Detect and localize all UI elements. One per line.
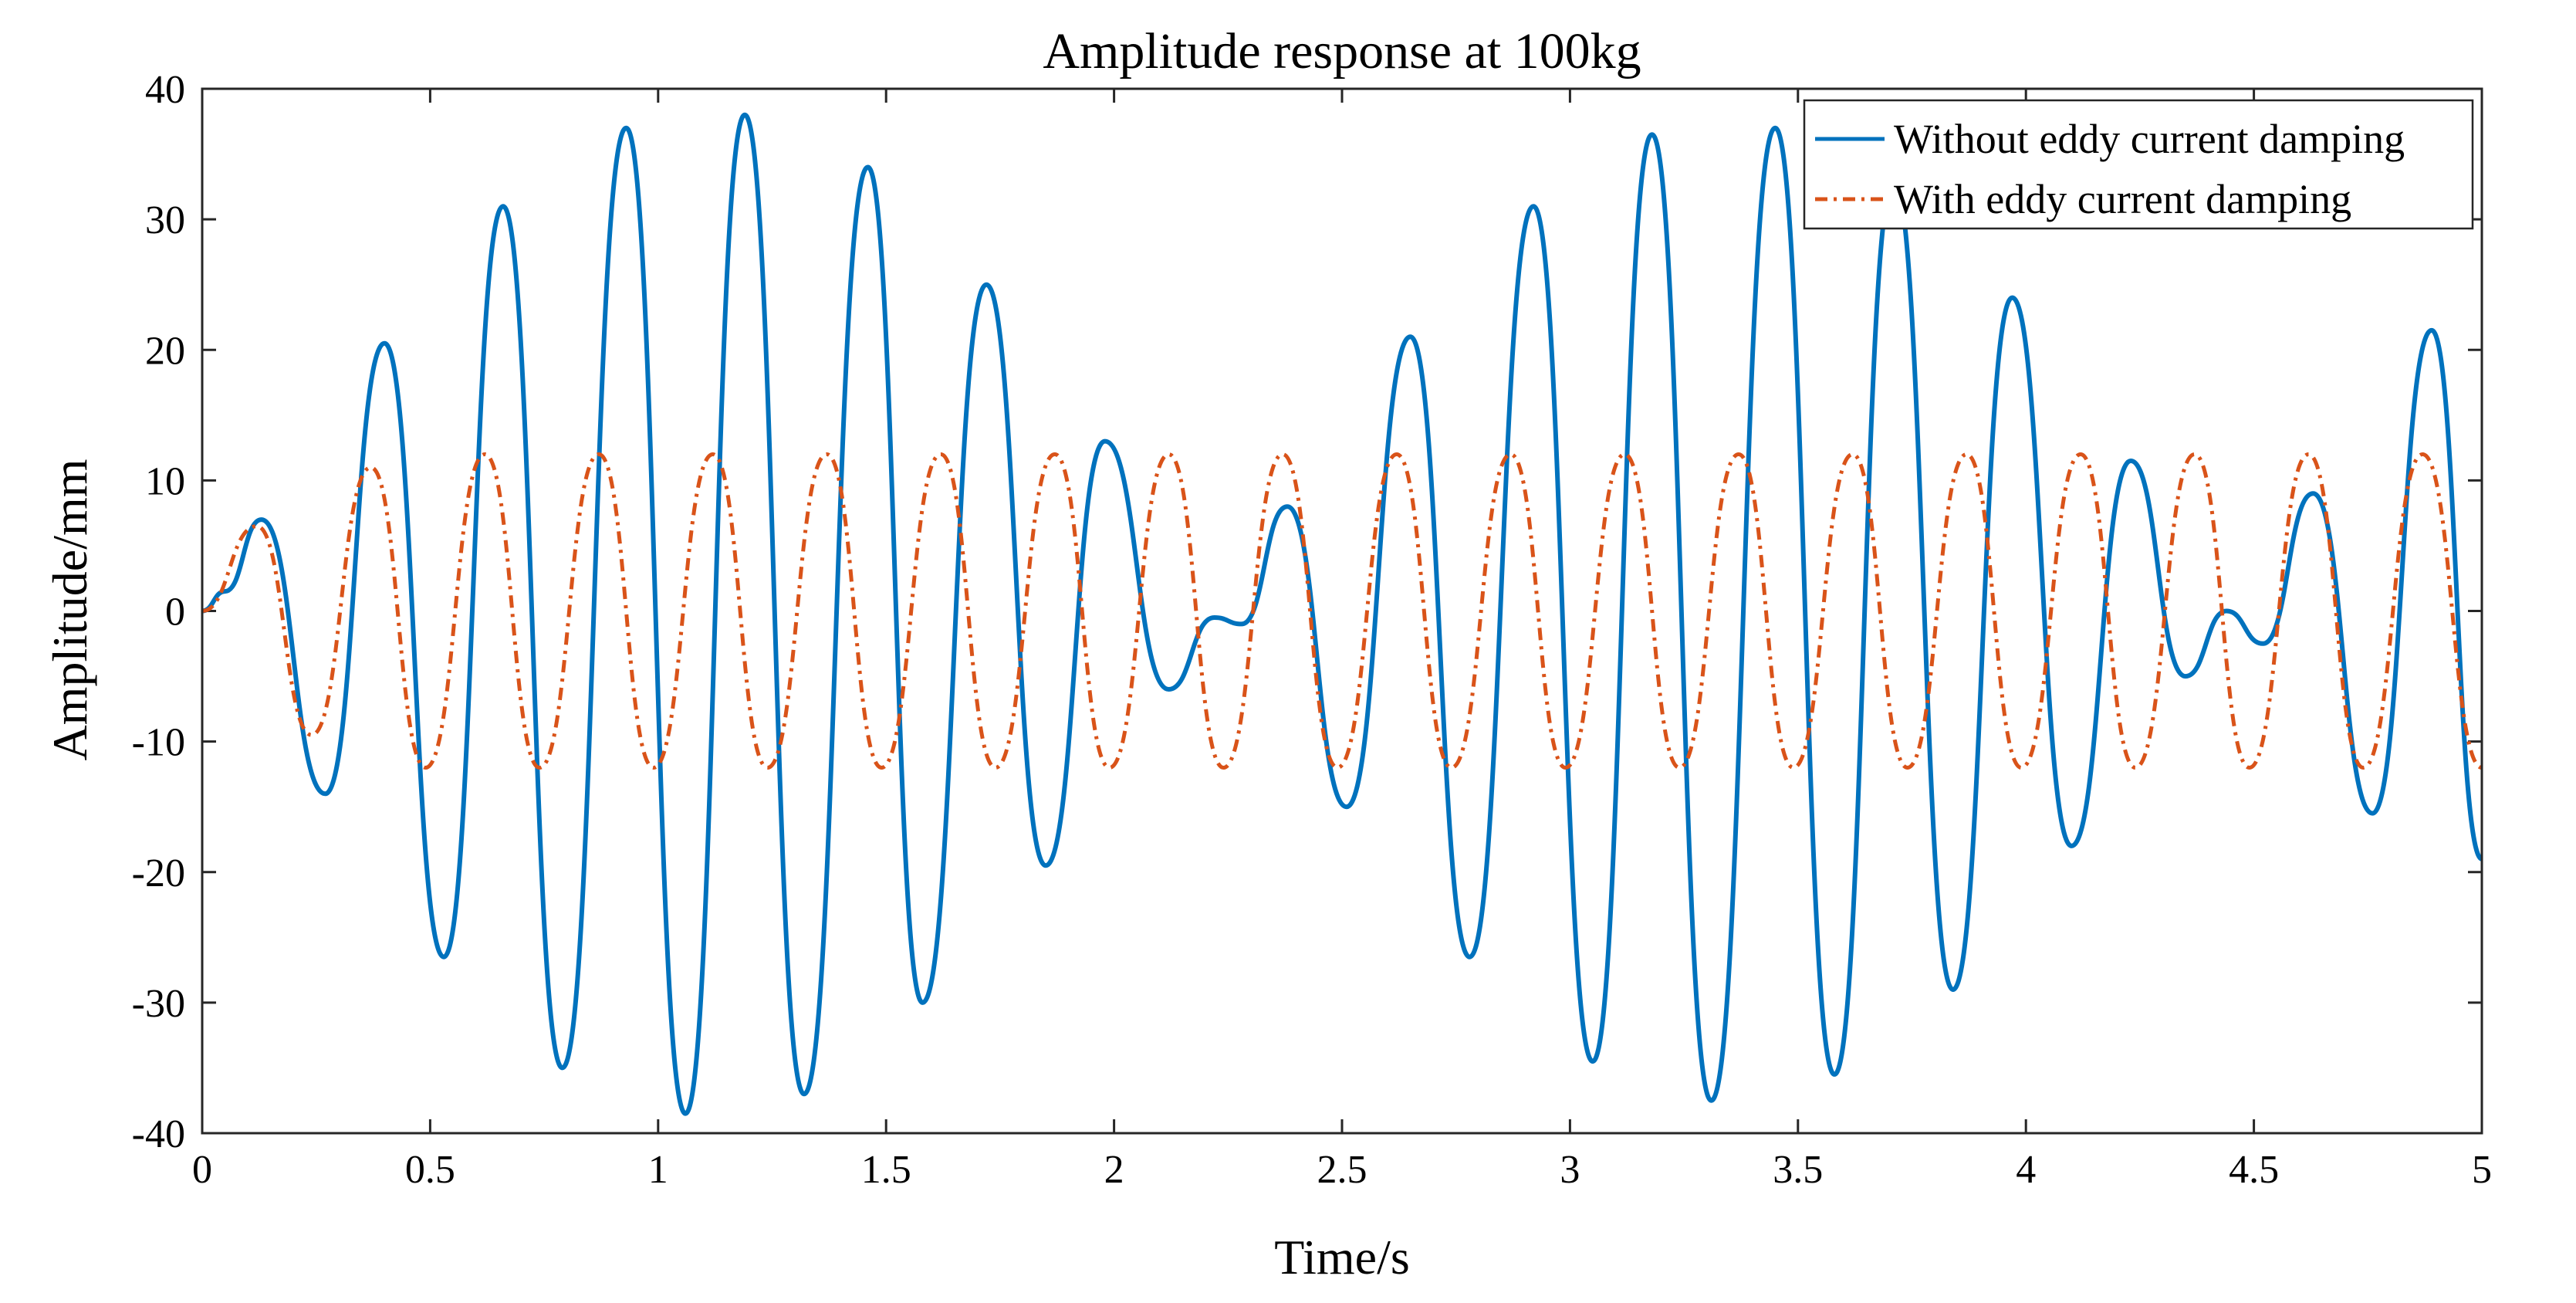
x-tick-label: 1 [648,1148,668,1192]
x-tick-label: 3 [1560,1148,1580,1192]
x-tick-label: 4.5 [2229,1148,2279,1192]
x-tick-label: 2 [1104,1148,1124,1192]
legend-label-without-damping: Without eddy current damping [1894,116,2405,162]
legend-label-with-damping: With eddy current damping [1894,176,2351,222]
y-tick-label: -40 [132,1112,185,1156]
y-tick-label: -20 [132,851,185,895]
x-tick-label: 5 [2472,1148,2492,1192]
chart-title: Amplitude response at 100kg [1043,23,1641,80]
plot-series [201,112,2483,1116]
y-tick-label: 30 [145,198,185,242]
y-axis-title: Amplitude/mm [42,459,97,760]
x-tick-label: 3.5 [1773,1148,1823,1192]
y-tick-label: -10 [132,721,185,765]
series-line-with-damping [201,452,2483,770]
y-tick-label: 20 [145,329,185,373]
x-tick-label: 0 [192,1148,212,1192]
x-axis-title: Time/s [1274,1230,1410,1284]
x-tick-label: 4 [2016,1148,2036,1192]
plot-area-frame [201,87,2483,1135]
x-tick-label: 1.5 [861,1148,911,1192]
y-tick-label: 40 [145,68,185,112]
x-tick-label: 0.5 [405,1148,455,1192]
x-tick-label: 2.5 [1317,1148,1367,1192]
y-tick-label: 0 [165,591,185,635]
series-line-without-damping [201,112,2483,1116]
y-tick-label: -30 [132,982,185,1026]
axis-ticks: 0 0.5 1 1.5 2 2.5 3 3.5 4 4.5 5 -40 -30 -20 -10 0 10 20 30… [132,68,2492,1192]
y-tick-label: 10 [145,459,185,503]
legend-box [1803,99,2474,230]
legend: Without eddy current damping With eddy c… [1803,99,2474,230]
